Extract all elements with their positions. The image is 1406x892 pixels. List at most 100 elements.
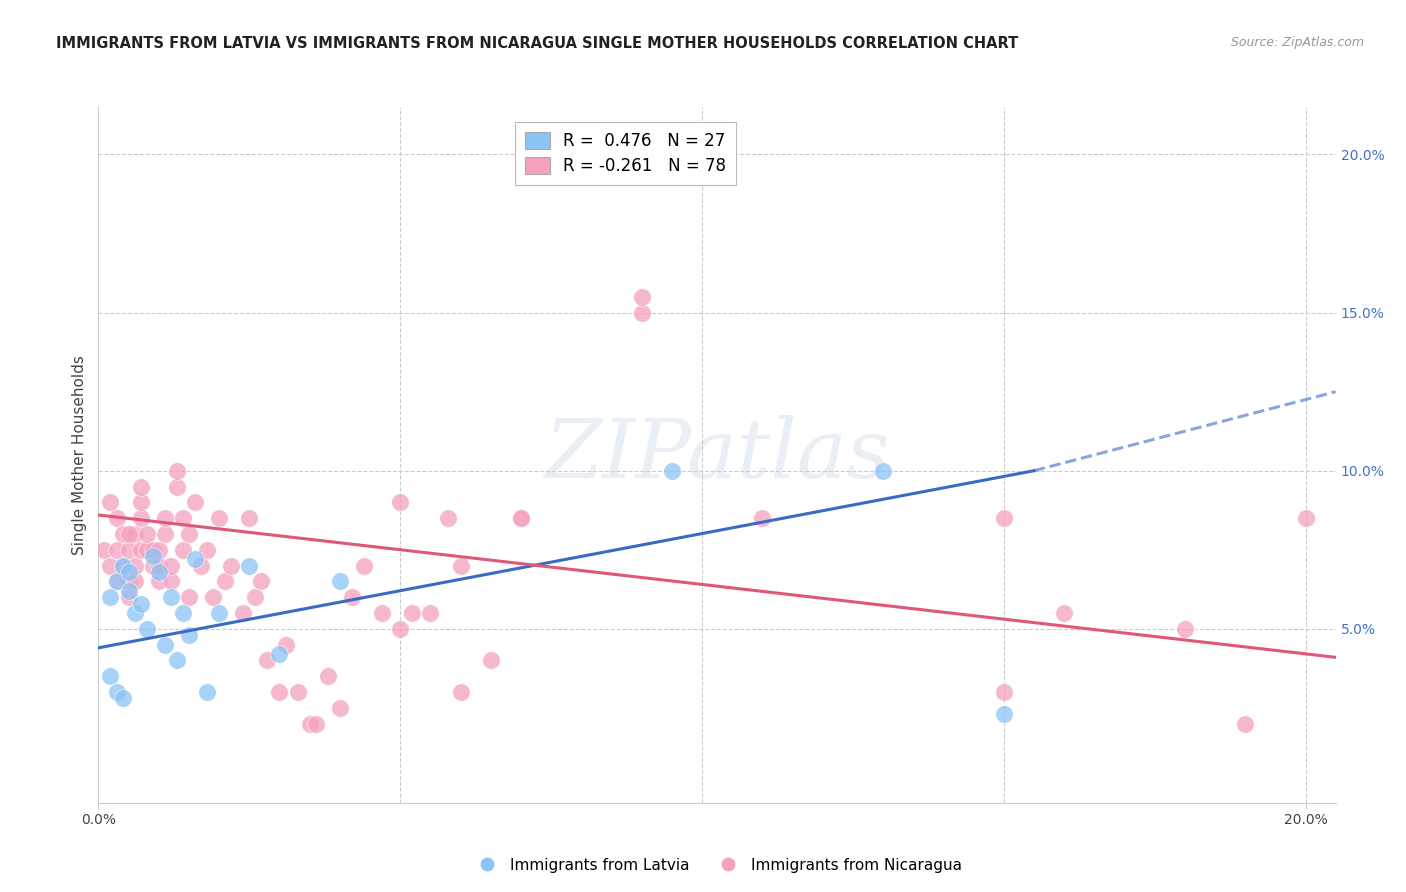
- Point: [202, 591, 225, 605]
- Point: [177, 591, 200, 605]
- Point: [135, 542, 157, 557]
- Point: [129, 479, 152, 493]
- Point: [190, 558, 212, 573]
- Point: [184, 552, 207, 566]
- Point: [250, 574, 273, 589]
- Point: [219, 558, 242, 573]
- Point: [129, 597, 152, 611]
- Point: [93, 542, 115, 557]
- Point: [287, 685, 309, 699]
- Point: [184, 495, 207, 509]
- Point: [872, 464, 894, 478]
- Point: [479, 653, 502, 667]
- Point: [153, 511, 176, 525]
- Point: [993, 707, 1015, 722]
- Point: [166, 479, 188, 493]
- Point: [214, 574, 236, 589]
- Point: [256, 653, 278, 667]
- Point: [100, 591, 122, 605]
- Point: [124, 606, 146, 620]
- Point: [389, 495, 412, 509]
- Point: [124, 527, 146, 541]
- Point: [111, 527, 134, 541]
- Point: [305, 716, 328, 731]
- Point: [124, 574, 146, 589]
- Point: [172, 511, 194, 525]
- Point: [160, 591, 183, 605]
- Point: [993, 511, 1015, 525]
- Point: [437, 511, 460, 525]
- Point: [195, 542, 218, 557]
- Point: [751, 511, 773, 525]
- Point: [298, 716, 321, 731]
- Point: [148, 542, 170, 557]
- Point: [401, 606, 423, 620]
- Point: [111, 558, 134, 573]
- Point: [177, 628, 200, 642]
- Point: [172, 606, 194, 620]
- Point: [208, 606, 231, 620]
- Point: [117, 542, 139, 557]
- Point: [166, 653, 188, 667]
- Legend: Immigrants from Latvia, Immigrants from Nicaragua: Immigrants from Latvia, Immigrants from …: [465, 852, 969, 879]
- Text: Source: ZipAtlas.com: Source: ZipAtlas.com: [1230, 36, 1364, 49]
- Y-axis label: Single Mother Households: Single Mother Households: [72, 355, 87, 555]
- Point: [1053, 606, 1076, 620]
- Point: [269, 647, 291, 661]
- Point: [389, 622, 412, 636]
- Point: [329, 574, 352, 589]
- Point: [172, 542, 194, 557]
- Point: [153, 527, 176, 541]
- Point: [509, 511, 531, 525]
- Point: [117, 565, 139, 579]
- Point: [160, 574, 183, 589]
- Point: [148, 565, 170, 579]
- Point: [111, 691, 134, 706]
- Point: [340, 591, 363, 605]
- Point: [148, 574, 170, 589]
- Point: [509, 511, 531, 525]
- Point: [105, 511, 128, 525]
- Point: [1174, 622, 1197, 636]
- Point: [661, 464, 683, 478]
- Point: [630, 290, 652, 304]
- Point: [419, 606, 441, 620]
- Point: [100, 669, 122, 683]
- Point: [208, 511, 231, 525]
- Point: [142, 558, 165, 573]
- Point: [232, 606, 254, 620]
- Text: IMMIGRANTS FROM LATVIA VS IMMIGRANTS FROM NICARAGUA SINGLE MOTHER HOUSEHOLDS COR: IMMIGRANTS FROM LATVIA VS IMMIGRANTS FRO…: [56, 36, 1018, 51]
- Point: [316, 669, 339, 683]
- Point: [993, 685, 1015, 699]
- Point: [105, 685, 128, 699]
- Point: [117, 583, 139, 598]
- Point: [129, 542, 152, 557]
- Point: [148, 558, 170, 573]
- Point: [450, 558, 472, 573]
- Point: [117, 574, 139, 589]
- Point: [160, 558, 183, 573]
- Point: [142, 549, 165, 563]
- Point: [371, 606, 394, 620]
- Point: [105, 574, 128, 589]
- Point: [245, 591, 267, 605]
- Point: [124, 558, 146, 573]
- Point: [1234, 716, 1257, 731]
- Point: [117, 591, 139, 605]
- Point: [117, 527, 139, 541]
- Point: [100, 558, 122, 573]
- Point: [177, 527, 200, 541]
- Point: [105, 574, 128, 589]
- Point: [238, 558, 260, 573]
- Point: [135, 622, 157, 636]
- Point: [329, 701, 352, 715]
- Point: [135, 527, 157, 541]
- Point: [195, 685, 218, 699]
- Point: [1295, 511, 1317, 525]
- Point: [142, 542, 165, 557]
- Point: [100, 495, 122, 509]
- Point: [238, 511, 260, 525]
- Point: [569, 163, 592, 178]
- Point: [105, 542, 128, 557]
- Point: [353, 558, 375, 573]
